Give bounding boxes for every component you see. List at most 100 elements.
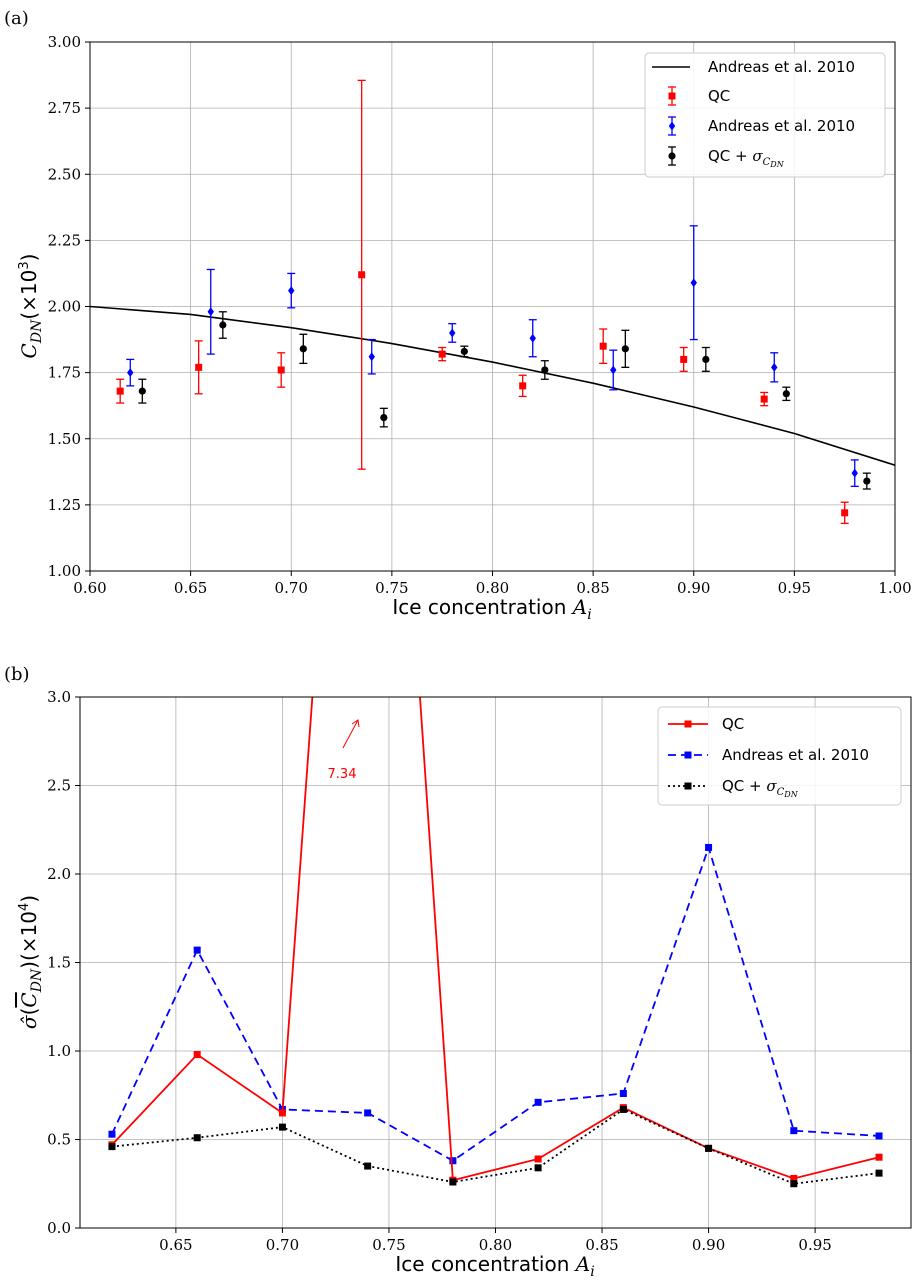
series-point — [364, 1109, 372, 1117]
errorbar-point — [116, 378, 125, 404]
panel-b-legend-box — [657, 706, 902, 806]
legend-andreas-marker — [668, 116, 676, 136]
series-point — [534, 1155, 542, 1163]
x-tick-label: 0.90 — [677, 579, 710, 597]
series-point — [534, 1164, 542, 1172]
x-tick-label: 0.85 — [576, 579, 609, 597]
series-point — [875, 1132, 883, 1140]
x-tick-label: 0.80 — [479, 1236, 512, 1254]
x-tick-label: 1.00 — [878, 579, 911, 597]
data-point — [138, 387, 146, 395]
y-tick-label: 3.0 — [47, 688, 71, 706]
data-point — [449, 328, 456, 338]
series-point — [705, 843, 713, 851]
panel-a-legend-box — [644, 52, 886, 178]
x-tick-label: 0.75 — [372, 1236, 405, 1254]
data-point — [621, 345, 629, 353]
legend-marker — [668, 152, 676, 160]
legend-marker — [684, 720, 692, 728]
errorbar-point — [528, 319, 537, 358]
legend-b-item-1: Andreas et al. 2010 — [722, 746, 869, 764]
y-tick-label: 1.0 — [47, 1042, 71, 1060]
series-point — [705, 1144, 713, 1152]
errorbar-point — [194, 340, 203, 395]
x-tick-label: 0.65 — [174, 579, 207, 597]
legend-b-qc-sigma-line — [668, 782, 708, 790]
errorbar-point — [367, 338, 376, 375]
errorbar-point — [701, 346, 710, 372]
legend-marker — [684, 751, 692, 759]
series-point — [193, 1134, 201, 1142]
data-point — [760, 395, 768, 403]
legend-marker — [668, 92, 676, 100]
data-point — [702, 355, 710, 363]
data-point — [460, 347, 468, 356]
panel-a-frame — [89, 41, 896, 572]
x-tick-label: 0.95 — [798, 1236, 831, 1254]
panel-a-xlabel: Ice concentration Ai — [392, 595, 591, 623]
y-tick-label: 0.5 — [47, 1131, 71, 1149]
data-point — [195, 363, 203, 371]
series-point — [278, 1123, 286, 1131]
panel-b-plot-area — [108, 697, 883, 1188]
y-tick-label: 3.00 — [48, 33, 81, 51]
data-point — [277, 366, 285, 374]
x-tick-label: 0.90 — [692, 1236, 725, 1254]
data-point — [519, 382, 527, 390]
data-point — [599, 342, 607, 350]
series-point — [108, 1130, 116, 1138]
series-point — [449, 1178, 457, 1186]
errorbar-point — [689, 225, 698, 341]
errorbar-point — [138, 378, 147, 404]
errorbar-point — [438, 346, 447, 362]
series-point — [449, 1157, 457, 1165]
data-point — [680, 355, 688, 363]
panel-b-ticks: 0.65 0.70 0.75 0.80 0.85 0.90 0.95 0.0 0.5 1.0 1.5… — [47, 688, 832, 1254]
x-tick-label: 0.60 — [73, 579, 106, 597]
legend-a-item-0: Andreas et al. 2010 — [708, 58, 855, 76]
y-tick-label: 0.0 — [47, 1219, 71, 1237]
data-point — [541, 366, 549, 374]
panel-a-ticks: 0.60 0.65 0.70 0.75 0.80 0.85 0.90 0.95 1.00 1.00… — [48, 33, 912, 597]
legend-b-qc-line — [668, 720, 708, 728]
errorbar-point — [218, 311, 227, 339]
errorbar-point — [621, 329, 630, 368]
panel-a: (a) 0.60 0.65 0.70 0.75 0.80 0.85 0.90 0.95 1.00… — [4, 8, 912, 623]
y-tick-label: 1.50 — [48, 430, 81, 448]
legend-b-andreas-line — [668, 751, 708, 759]
errorbar-point — [518, 374, 527, 398]
y-tick-label: 2.25 — [48, 231, 81, 249]
data-point — [529, 333, 536, 343]
errorbar-point — [599, 328, 608, 365]
errorbar-point — [770, 352, 779, 383]
series-point — [790, 1174, 798, 1182]
legend-qc-marker — [668, 86, 676, 106]
errorbar-point — [782, 386, 791, 402]
y-tick-label: 2.00 — [48, 298, 81, 316]
x-tick-label: 0.65 — [159, 1236, 192, 1254]
y-tick-label: 1.25 — [48, 496, 81, 514]
series-point — [108, 1143, 116, 1151]
series-line — [111, 844, 880, 1162]
data-point — [207, 307, 214, 317]
legend-b-item-0: QC — [722, 715, 744, 733]
errorbar-point — [448, 323, 457, 343]
data-point — [116, 387, 124, 395]
panel-b-ylabel: σ̂(CDN)(×104) — [17, 895, 45, 1029]
data-point — [299, 345, 307, 353]
data-point — [288, 286, 295, 296]
series-point — [278, 1109, 286, 1117]
series-point — [790, 1127, 798, 1135]
data-point — [368, 352, 375, 362]
x-tick-label: 0.70 — [266, 1236, 299, 1254]
annotation-arrow — [342, 719, 360, 749]
series-point — [875, 1153, 883, 1161]
errorbar-point — [460, 345, 469, 358]
panel-b-xlabel: Ice concentration Ai — [395, 1252, 594, 1280]
errorbar-point — [299, 333, 308, 365]
annotation-label: 7.34 — [328, 767, 357, 782]
legend-a-item-1: QC — [708, 87, 730, 105]
series-point — [619, 1089, 627, 1097]
x-tick-label: 0.95 — [778, 579, 811, 597]
